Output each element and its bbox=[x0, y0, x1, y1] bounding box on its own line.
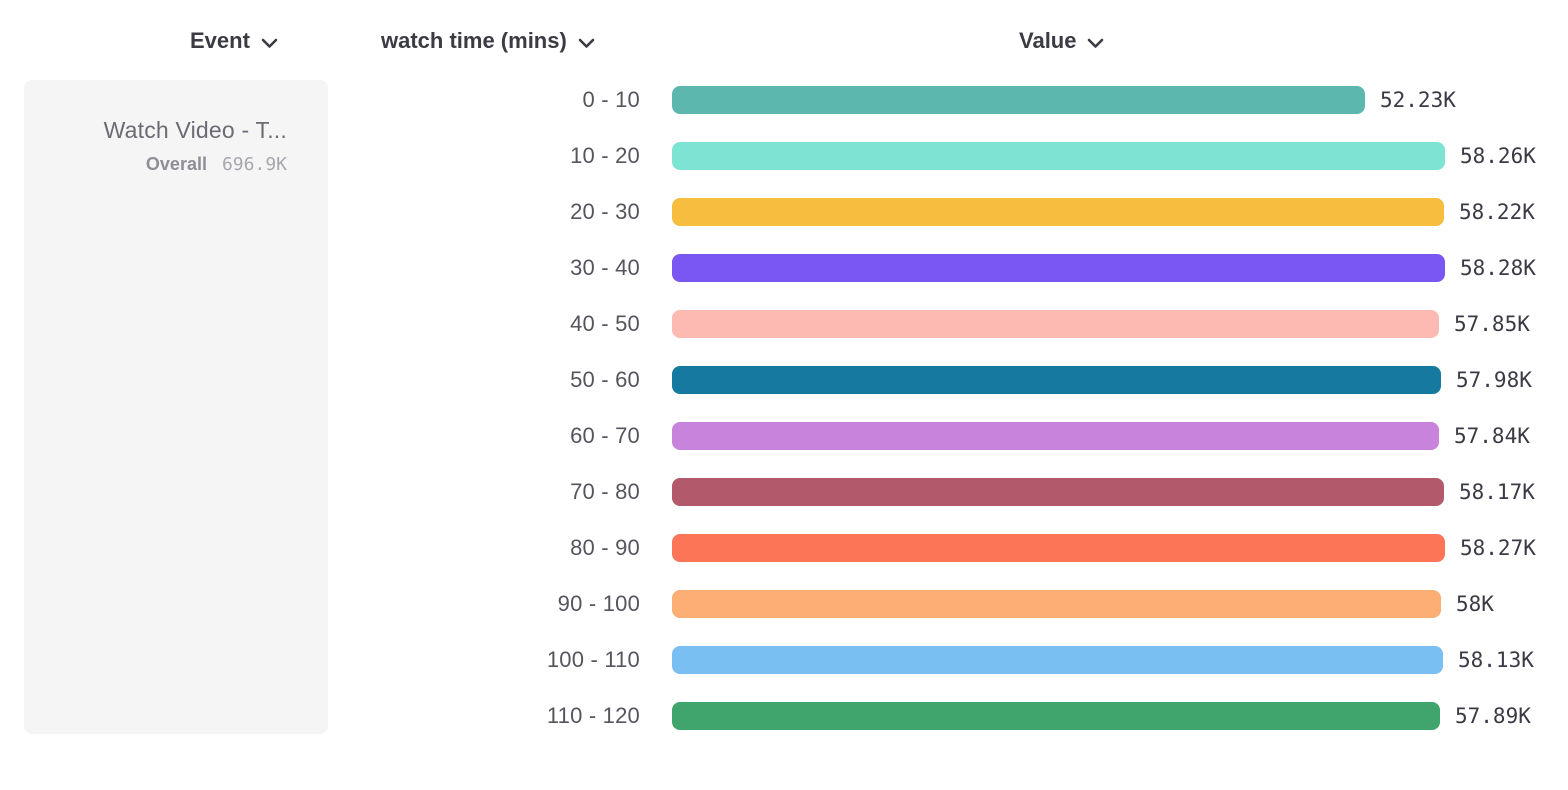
value-label: 57.98K bbox=[1456, 368, 1532, 392]
category-label: 10 - 20 bbox=[570, 143, 640, 168]
category-label: 0 - 10 bbox=[582, 87, 640, 112]
chart-row: 90 - 100 58K bbox=[0, 576, 1568, 632]
value-label: 57.85K bbox=[1454, 312, 1530, 336]
value-label: 57.89K bbox=[1455, 704, 1531, 728]
value-label: 58K bbox=[1456, 592, 1494, 616]
value-label: 58.17K bbox=[1459, 480, 1535, 504]
overall-label: Overall bbox=[145, 154, 207, 174]
bar-segment[interactable] bbox=[672, 142, 1445, 170]
chart-row: 60 - 70 57.84K bbox=[0, 408, 1568, 464]
column-header-value-label: Value bbox=[1019, 28, 1077, 53]
value-label: 58.28K bbox=[1460, 256, 1536, 280]
value-label: 52.23K bbox=[1380, 88, 1456, 112]
bar-segment[interactable] bbox=[672, 254, 1445, 282]
bar-segment[interactable] bbox=[672, 646, 1443, 674]
bar-segment[interactable] bbox=[672, 702, 1440, 730]
category-label: 80 - 90 bbox=[570, 535, 640, 560]
category-label: 40 - 50 bbox=[570, 311, 640, 336]
event-overall-row: Overall 696.9K bbox=[44, 154, 287, 175]
chart-row: 20 - 30 58.22K bbox=[0, 184, 1568, 240]
column-header-breakdown[interactable]: watch time (mins) bbox=[381, 28, 595, 54]
event-title: Watch Video - T... bbox=[103, 117, 287, 143]
chart-row: 0 - 10 52.23K bbox=[0, 72, 1568, 128]
bar-chart: 0 - 10 52.23K 10 - 20 58.26K 20 - 30 58.22K 30… bbox=[0, 72, 1568, 744]
category-label: 100 - 110 bbox=[546, 647, 640, 672]
chart-row: 30 - 40 58.28K bbox=[0, 240, 1568, 296]
column-header-breakdown-label: watch time (mins) bbox=[381, 28, 567, 53]
event-card[interactable]: Watch Video - T... Overall 696.9K bbox=[24, 80, 328, 734]
bar-segment[interactable] bbox=[672, 422, 1439, 450]
column-header-event-label: Event bbox=[190, 28, 250, 53]
value-label: 57.84K bbox=[1454, 424, 1530, 448]
column-header-value[interactable]: Value bbox=[1019, 28, 1104, 54]
chevron-down-icon bbox=[1088, 38, 1104, 48]
value-label: 58.26K bbox=[1460, 144, 1536, 168]
category-label: 90 - 100 bbox=[557, 591, 640, 616]
chart-row: 100 - 110 58.13K bbox=[0, 632, 1568, 688]
bar-segment[interactable] bbox=[672, 310, 1439, 338]
chevron-down-icon bbox=[261, 38, 278, 48]
chart-row: 50 - 60 57.98K bbox=[0, 352, 1568, 408]
chart-row: 70 - 80 58.17K bbox=[0, 464, 1568, 520]
bar-segment[interactable] bbox=[672, 86, 1365, 114]
chart-row: 110 - 120 57.89K bbox=[0, 688, 1568, 744]
bar-segment[interactable] bbox=[672, 198, 1444, 226]
value-label: 58.13K bbox=[1458, 648, 1534, 672]
chevron-down-icon bbox=[578, 38, 595, 48]
overall-value: 696.9K bbox=[221, 154, 287, 175]
category-label: 110 - 120 bbox=[546, 703, 640, 728]
chart-row: 10 - 20 58.26K bbox=[0, 128, 1568, 184]
category-label: 30 - 40 bbox=[570, 255, 640, 280]
category-label: 70 - 80 bbox=[570, 479, 640, 504]
bar-segment[interactable] bbox=[672, 534, 1445, 562]
category-label: 50 - 60 bbox=[570, 367, 640, 392]
value-label: 58.22K bbox=[1459, 200, 1535, 224]
bar-segment[interactable] bbox=[672, 366, 1441, 394]
chart-row: 40 - 50 57.85K bbox=[0, 296, 1568, 352]
chart-row: 80 - 90 58.27K bbox=[0, 520, 1568, 576]
bar-segment[interactable] bbox=[672, 590, 1441, 618]
value-label: 58.27K bbox=[1460, 536, 1536, 560]
category-label: 20 - 30 bbox=[570, 199, 640, 224]
column-header-event[interactable]: Event bbox=[190, 28, 278, 54]
bar-segment[interactable] bbox=[672, 478, 1444, 506]
category-label: 60 - 70 bbox=[570, 423, 640, 448]
